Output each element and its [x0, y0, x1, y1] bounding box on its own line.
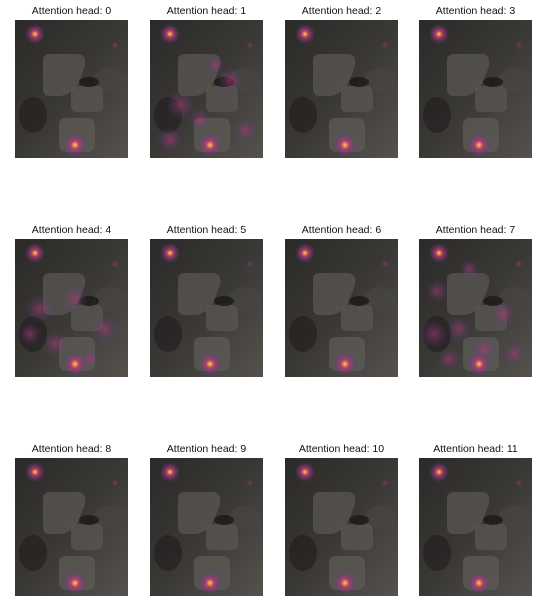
attention-panel-head-9: Attention head: 9	[150, 441, 263, 596]
attention-map-head-0	[15, 20, 128, 158]
attention-map-head-7	[419, 239, 532, 377]
panel-title: Attention head: 2	[301, 5, 382, 17]
attention-map-head-6	[285, 239, 398, 377]
panel-title: Attention head: 10	[298, 443, 385, 455]
attention-map-head-8	[15, 458, 128, 596]
attention-map-head-2	[285, 20, 398, 158]
panel-title: Attention head: 9	[166, 443, 247, 455]
attention-panel-head-1: Attention head: 1	[150, 3, 263, 158]
attention-panel-head-7: Attention head: 7	[419, 222, 532, 377]
attention-panel-head-3: Attention head: 3	[419, 3, 532, 158]
attention-map-head-4	[15, 239, 128, 377]
panel-title: Attention head: 3	[435, 5, 516, 17]
panel-title: Attention head: 7	[435, 224, 516, 236]
panel-title: Attention head: 4	[31, 224, 112, 236]
attention-map-head-5	[150, 239, 263, 377]
panel-title: Attention head: 11	[433, 443, 518, 455]
panel-title: Attention head: 8	[31, 443, 112, 455]
attention-map-head-3	[419, 20, 532, 158]
attention-map-head-10	[285, 458, 398, 596]
attention-panel-head-5: Attention head: 5	[150, 222, 263, 377]
panel-title: Attention head: 0	[31, 5, 112, 17]
attention-panel-head-4: Attention head: 4	[15, 222, 128, 377]
panel-title: Attention head: 6	[301, 224, 382, 236]
panel-title: Attention head: 5	[166, 224, 247, 236]
attention-panel-head-11: Attention head: 11	[419, 441, 532, 596]
attention-panel-head-10: Attention head: 10	[285, 441, 398, 596]
attention-panel-head-6: Attention head: 6	[285, 222, 398, 377]
panel-title: Attention head: 1	[166, 5, 247, 17]
attention-panel-head-2: Attention head: 2	[285, 3, 398, 158]
attention-panel-head-8: Attention head: 8	[15, 441, 128, 596]
attention-map-head-1	[150, 20, 263, 158]
attention-map-head-11	[419, 458, 532, 596]
attention-map-head-9	[150, 458, 263, 596]
attention-panel-head-0: Attention head: 0	[15, 3, 128, 158]
